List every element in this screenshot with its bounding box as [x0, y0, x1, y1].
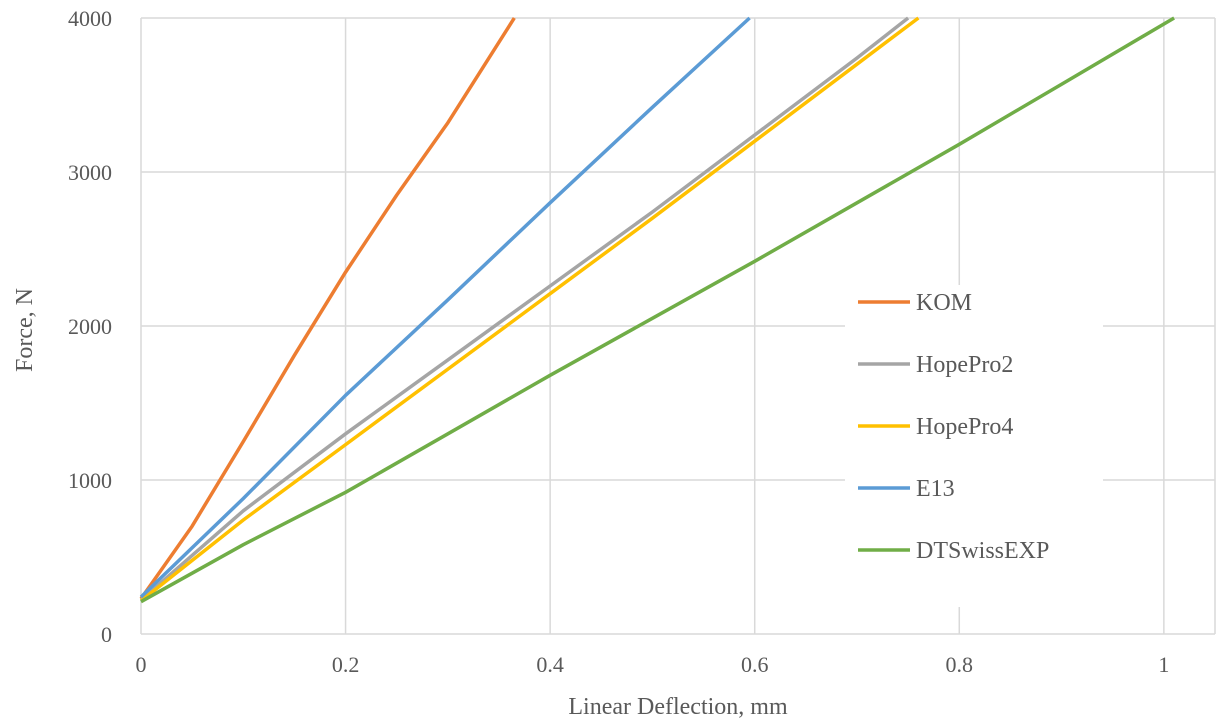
- y-tick-label: 1000: [68, 468, 112, 493]
- legend-label: E13: [916, 476, 955, 502]
- legend-item: KOM: [858, 290, 972, 316]
- y-tick-label: 0: [101, 622, 112, 647]
- x-tick-label: 0: [136, 652, 147, 677]
- legend-label: HopePro4: [916, 414, 1013, 440]
- x-tick-label: 0.2: [332, 652, 360, 677]
- legend-item: HopePro4: [858, 414, 1013, 440]
- x-tick-label: 1: [1158, 652, 1169, 677]
- legend-label: DTSwissEXP: [916, 538, 1049, 564]
- series-line-hopepro2: [139, 16, 910, 602]
- series-line-kom: [139, 17, 516, 600]
- series-line-hopepro4: [139, 16, 920, 603]
- x-axis-title: Linear Deflection, mm: [568, 694, 788, 720]
- y-tick-label: 2000: [68, 314, 112, 339]
- y-tick-label: 4000: [68, 6, 112, 31]
- x-tick-label: 0.8: [946, 652, 974, 677]
- y-axis-title: Force, N: [12, 288, 38, 372]
- legend-background: [845, 285, 1103, 607]
- legend-item: DTSwissEXP: [858, 538, 1049, 564]
- legend-label: KOM: [916, 290, 972, 316]
- x-tick-label: 0.4: [536, 652, 564, 677]
- legend-item: HopePro2: [858, 352, 1013, 378]
- x-tick-labels: 0 0.2 0.4 0.6 0.8 1: [136, 652, 1170, 677]
- legend-label: HopePro2: [916, 352, 1013, 378]
- series-line-dtswissexp: [140, 16, 1175, 604]
- x-tick-label: 0.6: [741, 652, 769, 677]
- y-tick-labels: 0 1000 2000 3000 4000: [68, 6, 112, 647]
- legend-item: E13: [858, 476, 955, 502]
- series-lines: [139, 16, 1175, 604]
- y-tick-label: 3000: [68, 160, 112, 185]
- gridlines: [140, 17, 1216, 634]
- legend: KOM HopePro2 HopePro4 E13 DTSwissEXP: [845, 285, 1103, 607]
- series-line-e13: [139, 16, 751, 599]
